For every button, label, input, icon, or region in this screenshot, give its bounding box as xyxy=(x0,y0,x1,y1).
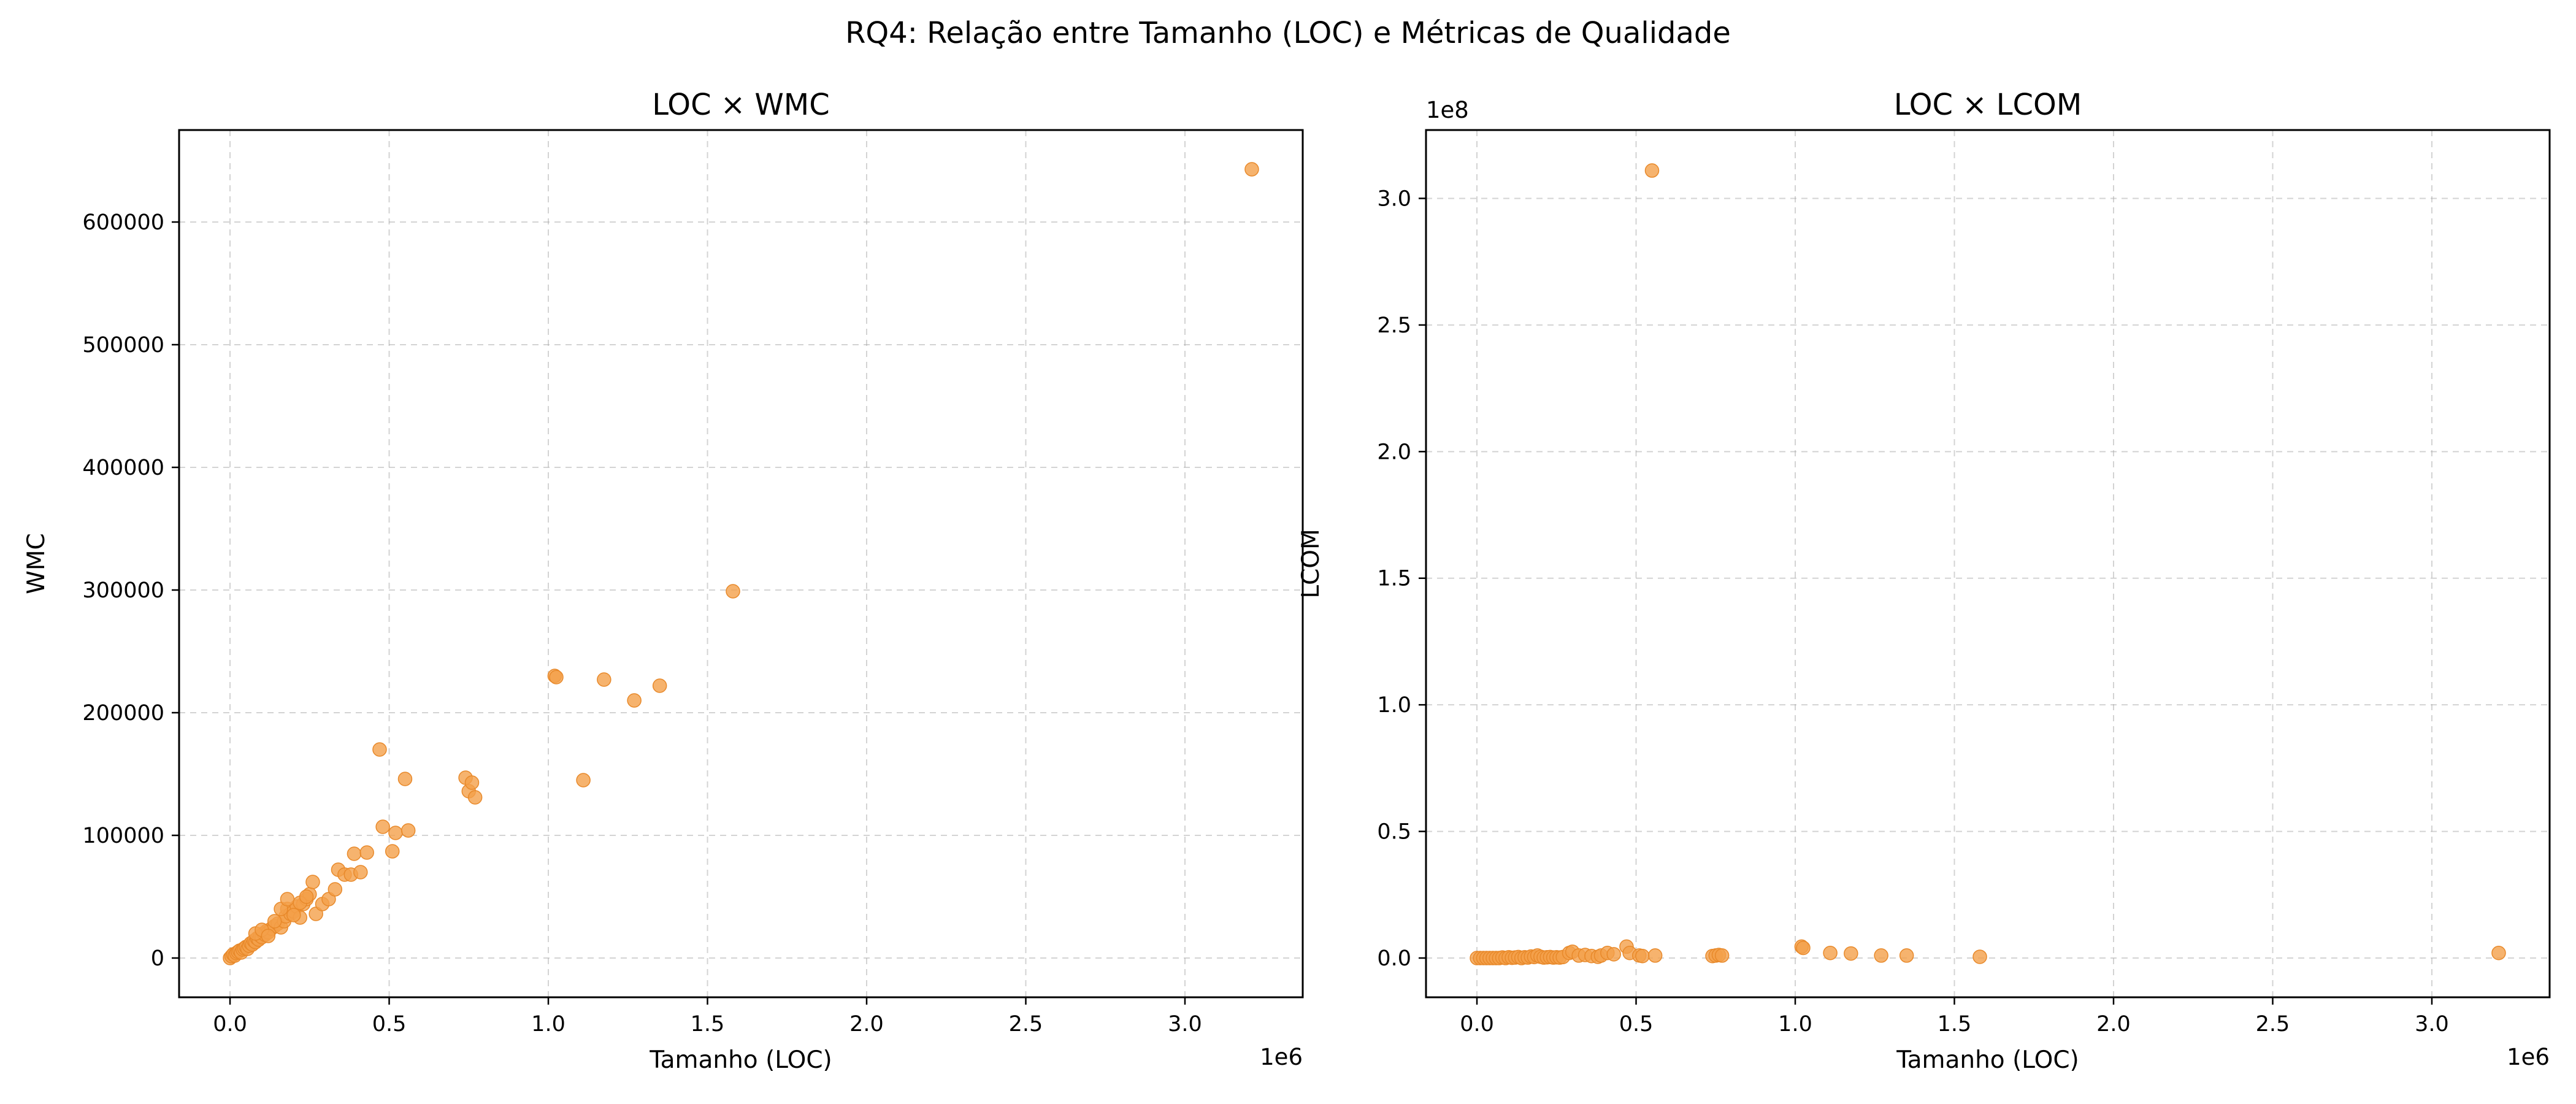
panel-loc-lcom: 0.0 0.5 1.0 1.5 2.0 2.5 3.0 0.0 0.5 1.0 1.5 2.0 2.5 3… xyxy=(1297,88,2551,1074)
loc-wmc-point-76 xyxy=(1244,162,1259,177)
loc-wmc-point-56 xyxy=(347,846,362,861)
panel-loc-lcom-ylabel: LCOM xyxy=(1297,529,1325,598)
loc-lcom-ytick-label-0: 0.0 xyxy=(1377,946,1411,971)
loc-wmc-point-57 xyxy=(353,865,368,880)
loc-wmc-point-64 xyxy=(401,823,416,838)
loc-wmc-point-46 xyxy=(286,908,301,922)
loc-lcom-ytick-label-5: 2.5 xyxy=(1377,313,1411,338)
panel-loc-wmc-points xyxy=(223,162,1259,965)
loc-wmc-point-63 xyxy=(397,772,413,786)
loc-wmc-ytick-label-4: 400000 xyxy=(82,456,164,480)
loc-wmc-point-72 xyxy=(597,672,611,687)
panel-loc-wmc-title: LOC × WMC xyxy=(652,88,829,122)
loc-wmc-point-61 xyxy=(385,844,400,859)
loc-wmc-xtick-label-6: 3.0 xyxy=(1168,1012,1202,1037)
loc-wmc-point-45 xyxy=(280,892,295,907)
loc-wmc-point-52 xyxy=(328,882,343,897)
loc-wmc-point-43 xyxy=(267,914,282,929)
loc-lcom-ytick-label-4: 2.0 xyxy=(1377,440,1411,464)
loc-wmc-point-75 xyxy=(726,584,740,599)
loc-wmc-ytick-label-2: 200000 xyxy=(82,701,164,726)
panel-loc-wmc-xlabel: Tamanho (LOC) xyxy=(649,1046,832,1074)
loc-wmc-point-42 xyxy=(261,929,276,943)
loc-lcom-point-52 xyxy=(1899,948,1914,963)
loc-wmc-ytick-label-3: 300000 xyxy=(82,578,164,603)
panel-loc-lcom-y-offset: 1e8 xyxy=(1426,97,1469,123)
loc-wmc-xtick-label-4: 2.0 xyxy=(849,1012,884,1037)
loc-wmc-point-71 xyxy=(576,773,591,788)
loc-wmc-xtick-label-3: 1.5 xyxy=(691,1012,725,1037)
panel-loc-lcom-frame xyxy=(1425,129,2551,999)
loc-lcom-point-41 xyxy=(1644,163,1660,178)
loc-lcom-point-50 xyxy=(1844,946,1858,961)
loc-lcom-point-36 xyxy=(1606,947,1621,962)
loc-lcom-xtick-label-1: 0.5 xyxy=(1619,1012,1654,1037)
loc-lcom-point-48 xyxy=(1796,940,1811,956)
loc-wmc-point-67 xyxy=(464,775,480,790)
loc-wmc-point-68 xyxy=(467,790,483,805)
loc-wmc-xtick-label-1: 0.5 xyxy=(372,1012,407,1037)
loc-lcom-xtick-label-0: 0.0 xyxy=(1460,1012,1494,1037)
loc-lcom-point-51 xyxy=(1874,948,1888,963)
panel-loc-wmc: 0.0 0.5 1.0 1.5 2.0 2.5 3.0 0 100000 200000 300000… xyxy=(23,88,1304,1074)
loc-lcom-ytick-label-3: 1.5 xyxy=(1377,567,1411,591)
loc-lcom-xtick-label-4: 2.0 xyxy=(2096,1012,2131,1037)
loc-lcom-xtick-label-6: 3.0 xyxy=(2415,1012,2449,1037)
loc-lcom-point-42 xyxy=(1647,948,1663,963)
figure-suptitle: RQ4: Relação entre Tamanho (LOC) e Métri… xyxy=(845,16,1731,50)
loc-wmc-xtick-label-0: 0.0 xyxy=(213,1012,247,1037)
loc-wmc-ytick-label-1: 100000 xyxy=(82,824,164,848)
loc-lcom-point-53 xyxy=(1972,949,1987,964)
panel-loc-lcom-points xyxy=(1470,163,2506,965)
loc-lcom-point-46 xyxy=(1714,948,1730,963)
panel-loc-lcom-ticks: 0.0 0.5 1.0 1.5 2.0 2.5 3.0 0.0 0.5 1.0 1.5 2.0 2.5 3… xyxy=(1377,186,2448,1037)
panel-loc-lcom-title: LOC × LCOM xyxy=(1894,88,2082,122)
loc-lcom-ytick-label-2: 1.0 xyxy=(1377,693,1411,718)
loc-wmc-ytick-label-5: 500000 xyxy=(82,333,164,358)
panel-loc-wmc-ticks: 0.0 0.5 1.0 1.5 2.0 2.5 3.0 0 100000 200000 300000… xyxy=(82,210,1202,1037)
loc-wmc-point-39 xyxy=(305,875,320,889)
panel-loc-lcom-xlabel: Tamanho (LOC) xyxy=(1896,1046,2079,1074)
loc-wmc-point-60 xyxy=(375,819,390,834)
panel-loc-lcom-grid xyxy=(1426,130,2550,997)
loc-wmc-ytick-label-0: 0 xyxy=(151,946,164,971)
loc-lcom-point-40 xyxy=(1635,948,1650,964)
loc-lcom-ytick-label-6: 3.0 xyxy=(1377,186,1411,211)
panel-loc-lcom-x-offset: 1e6 xyxy=(2507,1044,2550,1070)
loc-lcom-xtick-label-2: 1.0 xyxy=(1778,1012,1812,1037)
loc-lcom-xtick-label-3: 1.5 xyxy=(1938,1012,1972,1037)
loc-wmc-point-70 xyxy=(549,670,564,684)
loc-lcom-point-49 xyxy=(1823,946,1838,960)
loc-lcom-ytick-label-1: 0.5 xyxy=(1377,820,1411,845)
panel-loc-wmc-ylabel: WMC xyxy=(23,533,50,594)
loc-wmc-xtick-label-5: 2.5 xyxy=(1009,1012,1043,1037)
loc-wmc-xtick-label-2: 1.0 xyxy=(531,1012,565,1037)
panel-loc-wmc-x-offset: 1e6 xyxy=(1260,1044,1303,1070)
loc-wmc-point-48 xyxy=(299,889,314,904)
loc-wmc-point-62 xyxy=(388,826,403,840)
loc-lcom-point-54 xyxy=(2491,946,2506,960)
panel-loc-wmc-frame xyxy=(178,129,1304,999)
panel-loc-wmc-grid xyxy=(179,130,1303,997)
loc-wmc-ytick-label-6: 600000 xyxy=(82,210,164,235)
loc-lcom-xtick-label-5: 2.5 xyxy=(2256,1012,2290,1037)
loc-wmc-point-73 xyxy=(627,693,642,708)
loc-wmc-point-58 xyxy=(359,845,374,860)
loc-wmc-point-59 xyxy=(372,742,387,757)
loc-wmc-point-74 xyxy=(652,678,667,693)
